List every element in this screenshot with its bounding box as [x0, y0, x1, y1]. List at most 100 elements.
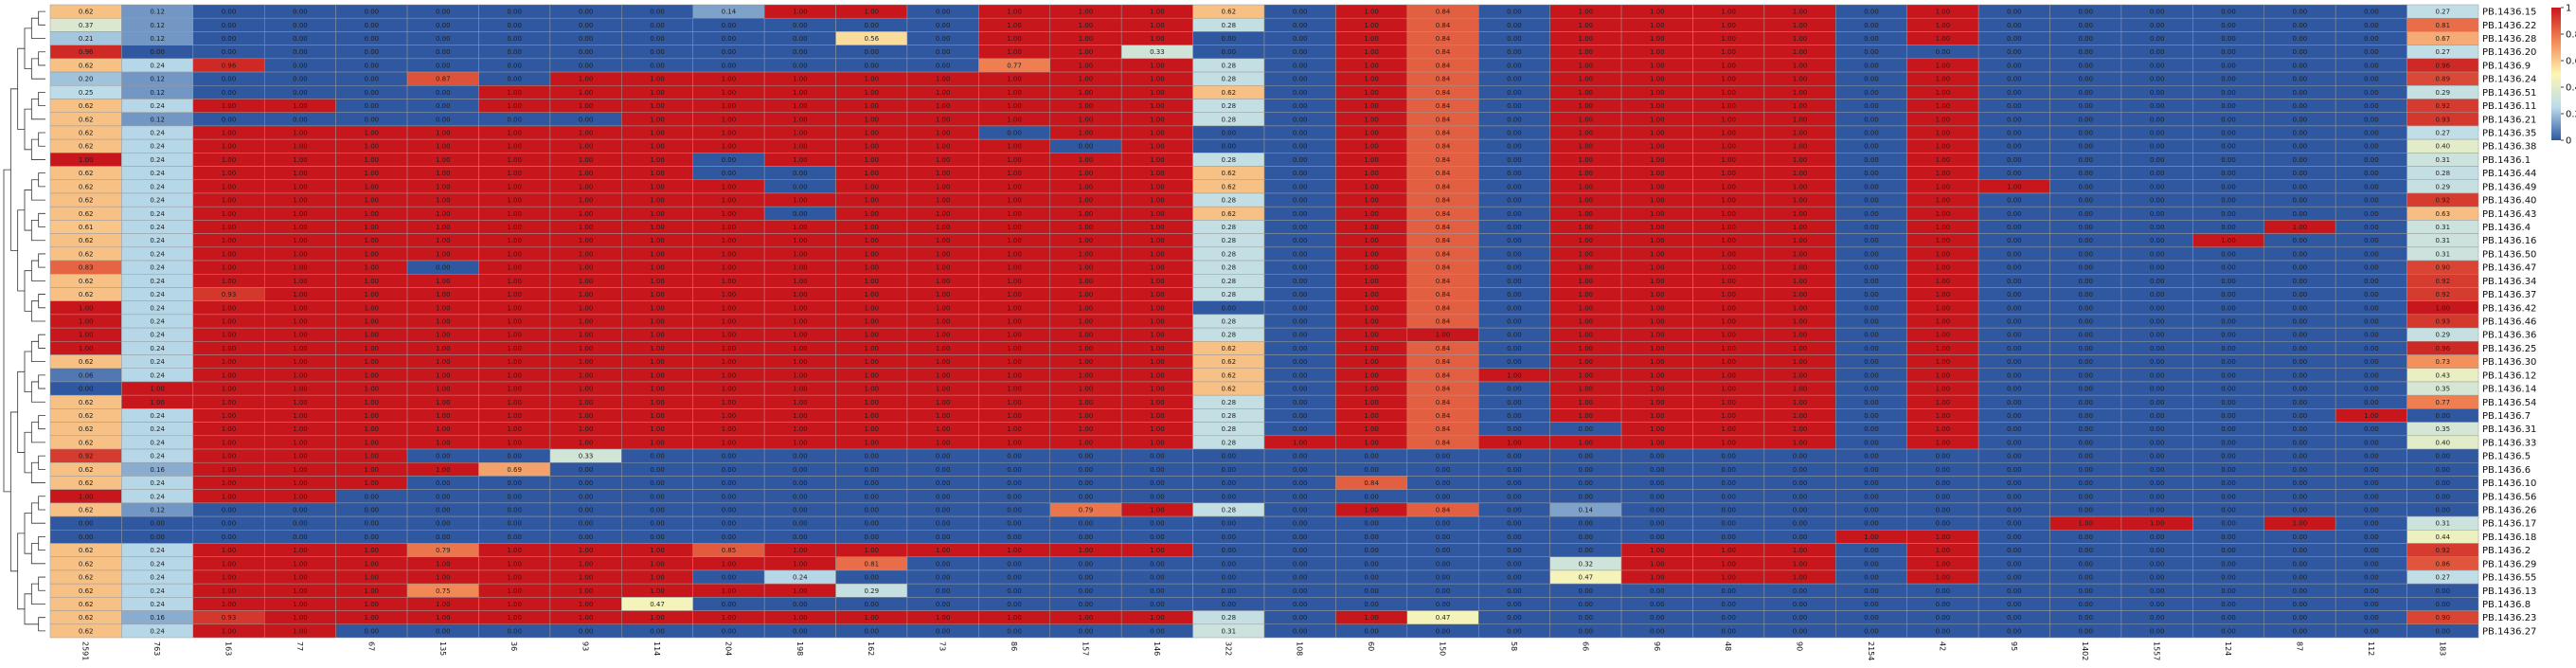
cell-value-label: 1.00	[1150, 9, 1165, 16]
cell-value-label: 0.33	[579, 453, 594, 460]
cell-value-label: 0.00	[1864, 143, 1879, 151]
dendrogram-branch	[30, 543, 45, 565]
cell-value-label: 0.00	[2150, 614, 2165, 622]
cell-value-label: 0.81	[2435, 22, 2450, 29]
cell-value-label: 0.00	[1864, 399, 1879, 406]
cell-value-label: 0.00	[2078, 22, 2093, 29]
cell-value-label: 0.00	[1579, 627, 1594, 635]
cell-value-label: 0.00	[2364, 439, 2379, 446]
cell-value-label: 0.00	[2078, 453, 2093, 460]
cell-value-label: 1.00	[1007, 48, 1022, 56]
cell-value-label: 0.44	[2435, 533, 2450, 541]
cell-value-label: 1.00	[222, 278, 237, 285]
cell-value-label: 0.00	[650, 479, 665, 487]
cell-value-label: 1.00	[1721, 35, 1736, 43]
cell-value-label: 0.00	[1936, 493, 1951, 500]
cell-value-label: 0.00	[2221, 89, 2236, 97]
cell-value-label: 0.00	[1364, 520, 1379, 528]
cell-value-label: 0.00	[2293, 399, 2308, 406]
cell-value-label: 1.00	[222, 560, 237, 568]
dendrogram-branch	[38, 132, 45, 147]
cell-value-label: 1.00	[1579, 210, 1594, 218]
cell-value-label: 0.84	[1436, 278, 1451, 285]
cell-value-label: 0.00	[793, 601, 808, 608]
cell-value-label: 0.00	[2078, 425, 2093, 433]
cell-value-label: 1.00	[1364, 76, 1379, 83]
cell-value-label: 0.00	[2364, 170, 2379, 177]
cell-value-label: 0.62	[79, 250, 94, 258]
cell-value-label: 1.00	[365, 466, 380, 474]
cell-value-label: 0.00	[1221, 35, 1236, 43]
cell-value-label: 1.00	[722, 345, 737, 352]
cell-value-label: 1.00	[222, 237, 237, 244]
cell-value-label: 1.00	[722, 264, 737, 272]
cell-value-label: 0.00	[1079, 479, 1094, 487]
cell-value-label: 0.62	[1221, 170, 1236, 177]
cell-value-label: 0.00	[2364, 76, 2379, 83]
cell-value-label: 1.00	[650, 170, 665, 177]
cell-value-label: 0.00	[2221, 102, 2236, 110]
cell-value-label: 1.00	[1936, 291, 1951, 298]
cell-value-label: 0.00	[1507, 116, 1522, 123]
cell-value-label: 1.00	[1007, 89, 1022, 97]
cell-value-label: 0.00	[2293, 62, 2308, 69]
cell-value-label: 1.00	[150, 399, 165, 406]
cell-value-label: 1.00	[1793, 170, 1808, 177]
cell-value-label: 0.00	[1436, 493, 1451, 500]
cell-value-label: 0.00	[2078, 143, 2093, 151]
cell-value-label: 1.00	[222, 304, 237, 312]
cell-value-label: 1.00	[1579, 371, 1594, 379]
cell-value-label: 1.00	[864, 412, 879, 420]
cell-value-label: 0.00	[2364, 533, 2379, 541]
cell-value-label: 1.00	[1650, 210, 1665, 218]
cell-value-label: 0.24	[150, 102, 165, 110]
cell-value-label: 1.00	[436, 371, 451, 379]
cell-value-label: 1.00	[1721, 304, 1736, 312]
cell-value-label: 0.28	[1221, 156, 1236, 164]
column-label: 1557	[2153, 641, 2161, 660]
cell-value-label: 1.00	[507, 601, 522, 608]
cell-value-label: 1.00	[507, 371, 522, 379]
cell-value-label: 0.28	[1221, 278, 1236, 285]
cell-value-label: 0.00	[1793, 493, 1808, 500]
cell-value-label: 1.00	[1650, 116, 1665, 123]
cell-value-label: 1.00	[222, 412, 237, 420]
cell-value-label: 0.00	[2150, 143, 2165, 151]
cell-value-label: 1.00	[222, 399, 237, 406]
cell-value-label: 1.00	[864, 425, 879, 433]
cell-value-label: 0.00	[436, 453, 451, 460]
cell-value-label: 0.28	[1221, 102, 1236, 110]
cell-value-label: 0.00	[2364, 332, 2379, 339]
column-label: 60	[1367, 641, 1375, 651]
cell-value-label: 0.00	[2150, 9, 2165, 16]
cell-value-label: 1.00	[793, 237, 808, 244]
cell-value-label: 1.00	[436, 345, 451, 352]
cell-value-label: 1.00	[1007, 183, 1022, 190]
cell-value-label: 1.00	[1793, 264, 1808, 272]
cell-value-label: 1.00	[1936, 358, 1951, 366]
cell-value-label: 1.00	[793, 76, 808, 83]
cell-value-label: 1.00	[793, 399, 808, 406]
cell-value-label: 0.00	[2293, 425, 2308, 433]
cell-value-label: 1.00	[1079, 156, 1094, 164]
cell-value-label: 0.00	[722, 533, 737, 541]
cell-value-label: 0.24	[150, 453, 165, 460]
cell-value-label: 1.00	[1579, 170, 1594, 177]
cell-value-label: 1.00	[1079, 170, 1094, 177]
cell-value-label: 0.00	[1579, 587, 1594, 595]
cell-value-label: 1.00	[436, 237, 451, 244]
cell-value-label: 0.00	[936, 574, 951, 582]
cell-value-label: 1.00	[1150, 22, 1165, 29]
cell-value-label: 0.00	[2007, 116, 2022, 123]
cell-value-label: 1.00	[1793, 76, 1808, 83]
cell-value-label: 0.00	[1079, 587, 1094, 595]
cell-value-label: 0.00	[1293, 358, 1308, 366]
cell-value-label: 1.00	[2364, 412, 2379, 420]
dendrogram-branch	[24, 108, 32, 151]
cell-value-label: 0.84	[1436, 48, 1451, 56]
cell-value-label: 1.00	[1150, 278, 1165, 285]
cell-value-label: 0.00	[1221, 466, 1236, 474]
cell-value-label: 0.00	[1864, 76, 1879, 83]
row-label: PB.1436.18	[2482, 533, 2536, 543]
cell-value-label: 0.47	[1436, 614, 1451, 622]
